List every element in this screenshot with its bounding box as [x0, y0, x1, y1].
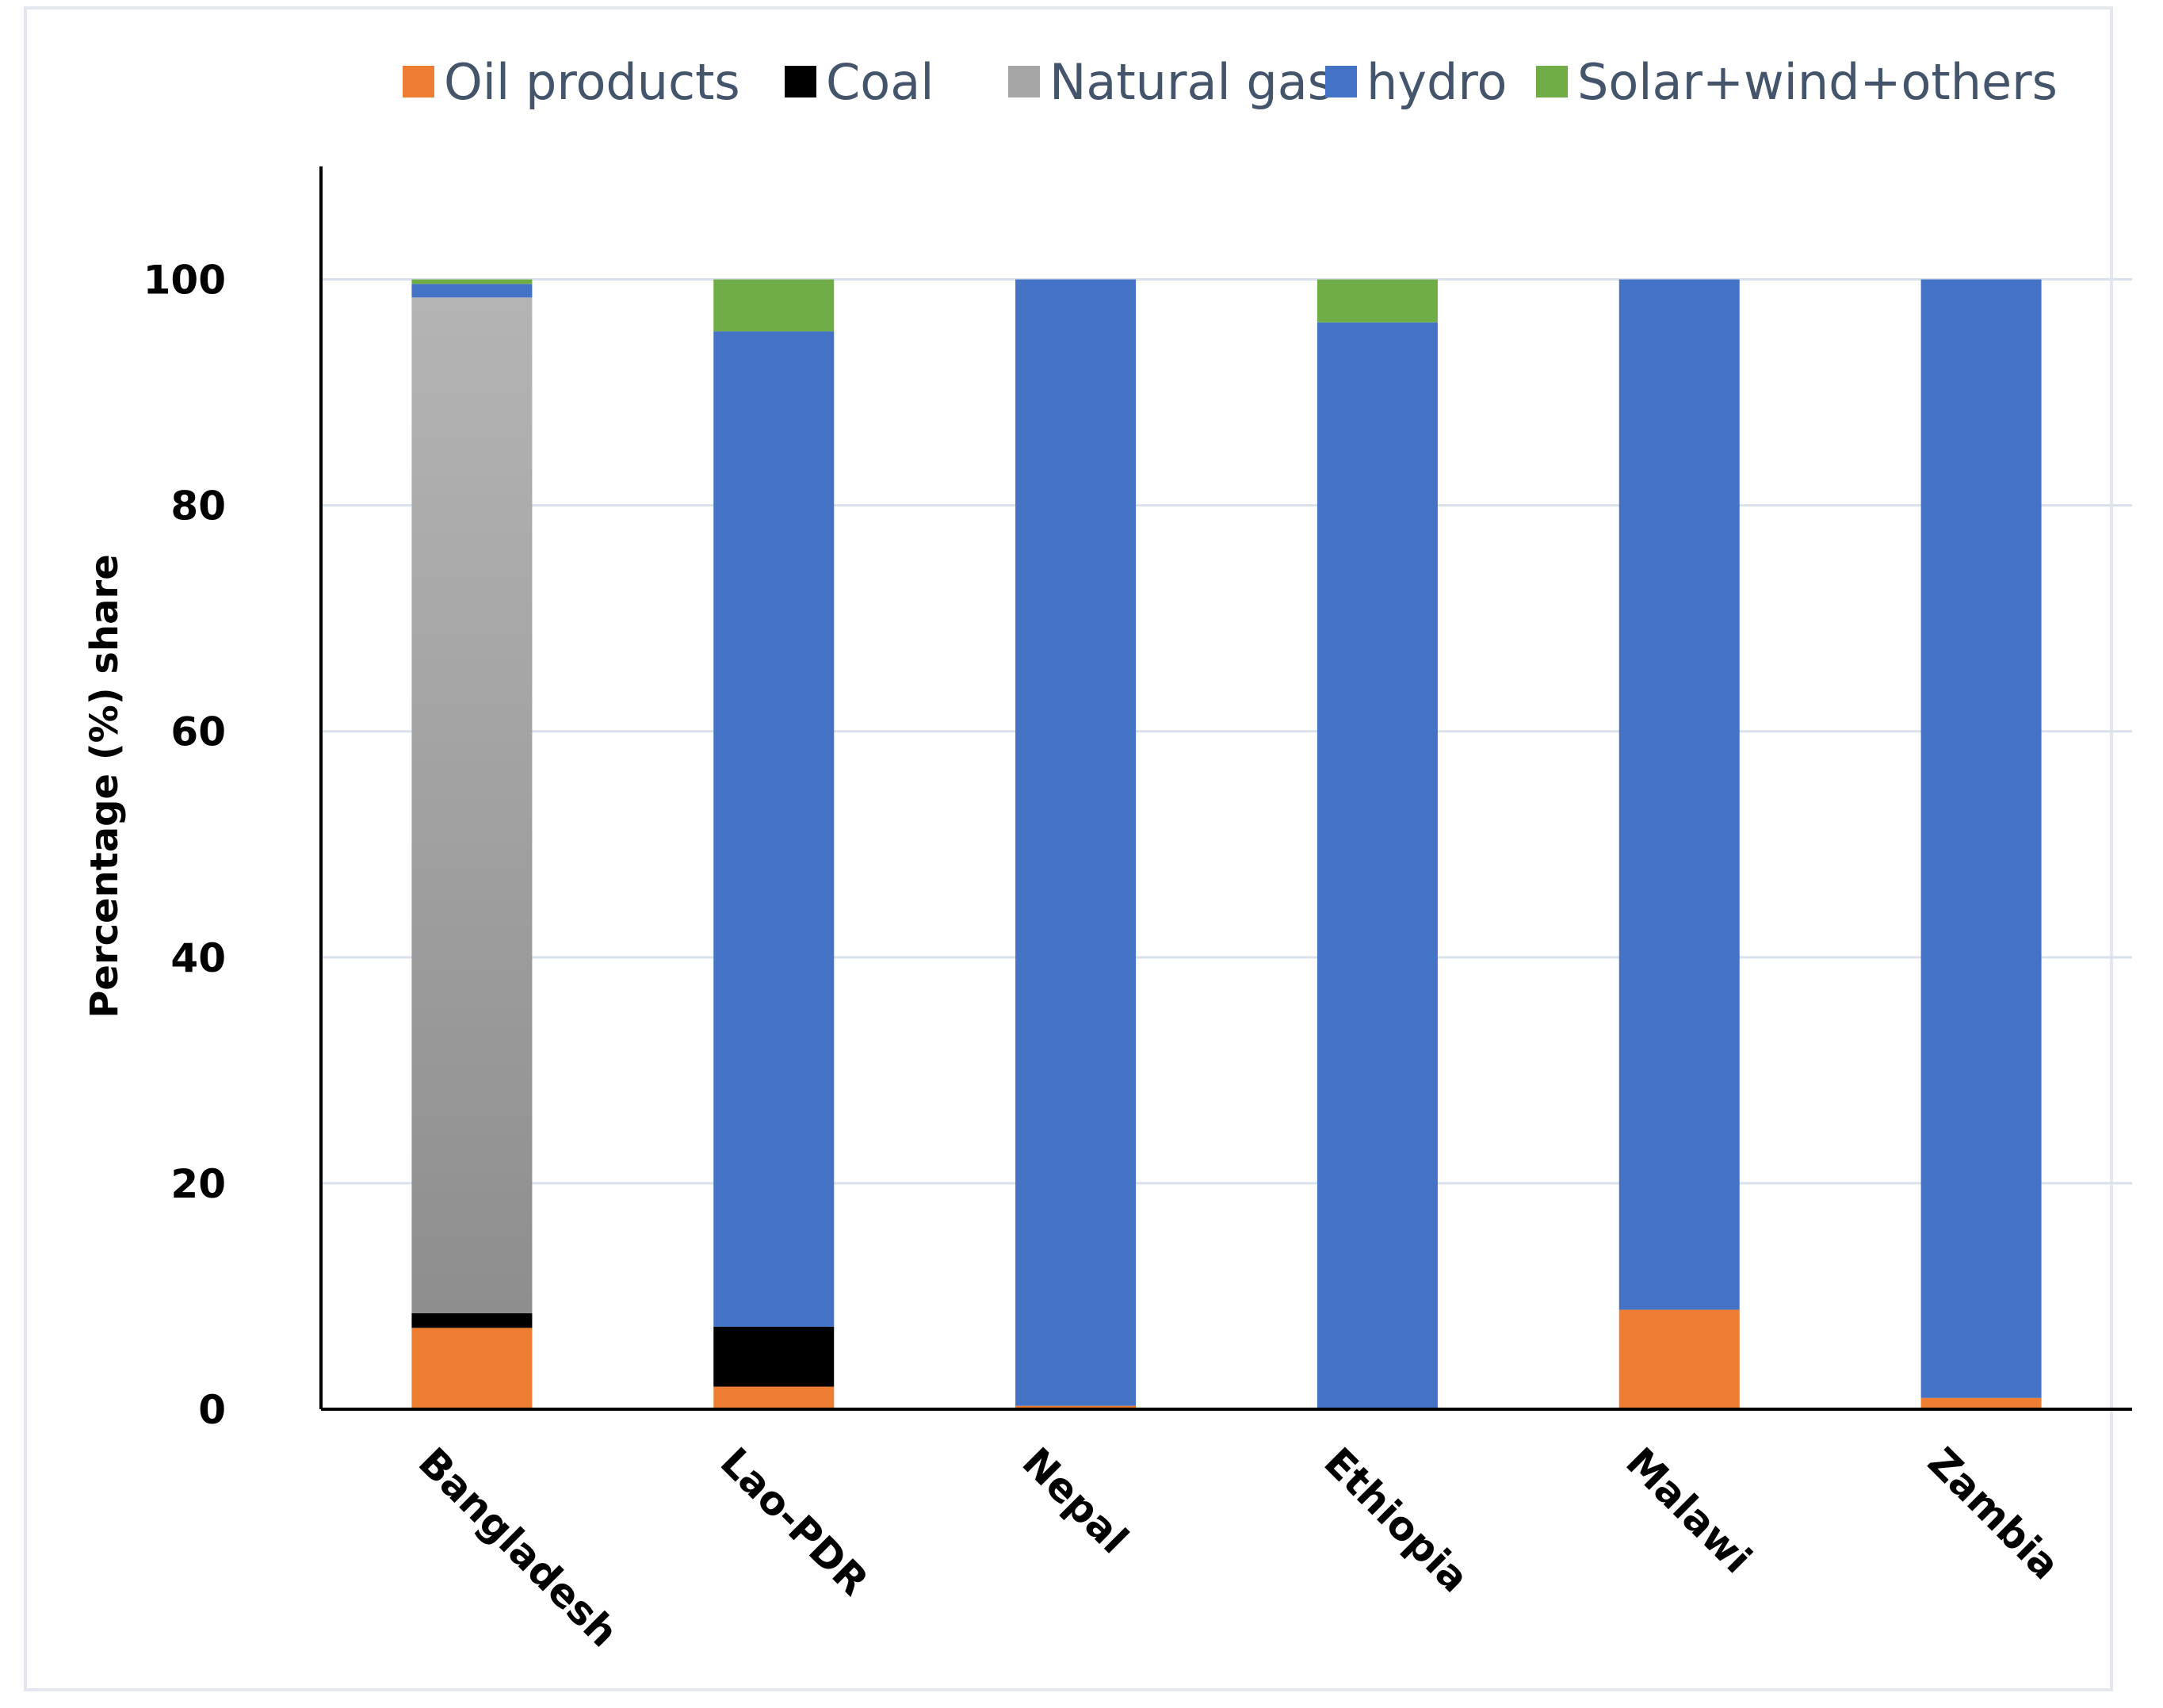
bar-segment-ethiopia-hydro[interactable]	[1317, 322, 1438, 1409]
bar-segment-bangladesh-oil-products[interactable]	[411, 1328, 533, 1409]
x-tick-label: Nepal	[1014, 1439, 1137, 1562]
axes	[319, 166, 2132, 1411]
bar-segment-lao-pdr-coal[interactable]	[713, 1326, 835, 1387]
y-tick-label: 0	[198, 1387, 226, 1433]
legend-label[interactable]: Oil products	[444, 53, 740, 111]
legend-label[interactable]: Natural gas	[1049, 53, 1333, 111]
y-tick-label: 100	[143, 258, 226, 304]
bar-segment-lao-pdr-solar-wind-others[interactable]	[713, 279, 835, 332]
gridlines	[321, 278, 2132, 1185]
legend-swatch	[1536, 66, 1568, 97]
legend-swatch	[1325, 66, 1357, 97]
bar-segment-malawi-hydro[interactable]	[1618, 279, 1740, 1310]
bar-segment-lao-pdr-oil-products[interactable]	[713, 1386, 835, 1409]
legend-label[interactable]: Solar+wind+others	[1577, 53, 2058, 111]
y-tick-label: 40	[170, 935, 226, 981]
bar-segment-bangladesh-solar-wind-others[interactable]	[411, 279, 533, 285]
y-axis-title: Percentage (%) share	[82, 554, 127, 1018]
bar-segment-bangladesh-natural-gas[interactable]	[411, 297, 533, 1313]
bar-segment-bangladesh-hydro[interactable]	[411, 284, 533, 298]
legend-swatch	[403, 66, 434, 97]
x-tick-label: Malawi	[1617, 1439, 1760, 1582]
x-tick-label: Lao-PDR	[712, 1439, 877, 1604]
x-tick-label: Zambia	[1919, 1439, 2069, 1588]
legend-label[interactable]: Coal	[826, 53, 934, 111]
y-tick-labels: 0 20 40 60 80 100	[143, 258, 226, 1433]
bar-segment-nepal-hydro[interactable]	[1015, 279, 1137, 1406]
bar-segment-bangladesh-coal[interactable]	[411, 1313, 533, 1328]
y-tick-label: 20	[170, 1161, 226, 1207]
bar-segment-nepal-oil-products[interactable]	[1015, 1405, 1137, 1409]
y-tick-label: 80	[170, 483, 226, 529]
legend-swatch	[1008, 66, 1040, 97]
bar-segment-lao-pdr-hydro[interactable]	[713, 331, 835, 1327]
legend-label[interactable]: hydro	[1366, 53, 1507, 111]
x-tick-label: Ethiopia	[1315, 1439, 1477, 1601]
bar-segment-zambia-hydro[interactable]	[1920, 279, 2042, 1398]
x-tick-label: Bangladesh	[410, 1439, 627, 1656]
x-tick-labels: Bangladesh Lao-PDR Nepal Ethiopia Malawi Zamb…	[410, 1439, 2069, 1656]
bar-segment-zambia-oil-products[interactable]	[1920, 1397, 2042, 1409]
bar-segment-malawi-oil-products[interactable]	[1618, 1309, 1740, 1409]
y-tick-label: 60	[170, 709, 226, 755]
legend[interactable]: Oil products Coal Natural gas hydro Solar+wi…	[403, 53, 2058, 111]
bars	[411, 279, 2042, 1409]
bar-segment-ethiopia-solar-wind-others[interactable]	[1317, 279, 1438, 323]
legend-swatch	[785, 66, 816, 97]
